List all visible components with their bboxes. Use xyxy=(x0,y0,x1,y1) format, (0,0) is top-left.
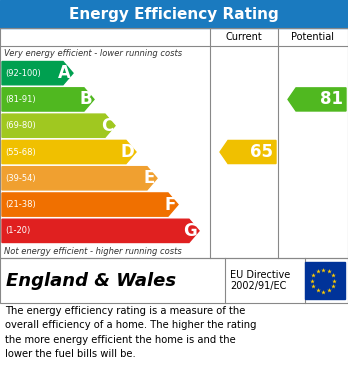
Polygon shape xyxy=(2,219,199,242)
Bar xyxy=(305,262,345,299)
Text: The energy efficiency rating is a measure of the
overall efficiency of a home. T: The energy efficiency rating is a measur… xyxy=(5,306,256,359)
Polygon shape xyxy=(220,140,276,163)
Text: (69-80): (69-80) xyxy=(5,121,36,130)
Polygon shape xyxy=(2,167,157,190)
Polygon shape xyxy=(2,193,178,216)
Text: Current: Current xyxy=(226,32,262,42)
Text: Energy Efficiency Rating: Energy Efficiency Rating xyxy=(69,7,279,22)
Bar xyxy=(0,28,348,258)
Bar xyxy=(0,258,348,303)
Text: (81-91): (81-91) xyxy=(5,95,35,104)
Text: E: E xyxy=(144,169,155,187)
Text: Very energy efficient - lower running costs: Very energy efficient - lower running co… xyxy=(4,48,182,57)
Text: G: G xyxy=(183,222,197,240)
Text: A: A xyxy=(58,64,71,82)
Bar xyxy=(0,0,348,28)
Text: (39-54): (39-54) xyxy=(5,174,35,183)
Text: (21-38): (21-38) xyxy=(5,200,36,209)
Text: C: C xyxy=(101,117,113,135)
Text: EU Directive
2002/91/EC: EU Directive 2002/91/EC xyxy=(230,270,290,291)
Text: (92-100): (92-100) xyxy=(5,69,41,78)
Polygon shape xyxy=(288,88,346,111)
Text: England & Wales: England & Wales xyxy=(6,271,176,289)
Text: B: B xyxy=(79,90,92,108)
Text: (55-68): (55-68) xyxy=(5,147,36,156)
Text: 65: 65 xyxy=(250,143,273,161)
Text: (1-20): (1-20) xyxy=(5,226,30,235)
Polygon shape xyxy=(2,88,94,111)
Text: F: F xyxy=(165,196,176,213)
Polygon shape xyxy=(2,140,136,164)
Text: Potential: Potential xyxy=(292,32,334,42)
Text: D: D xyxy=(120,143,134,161)
Polygon shape xyxy=(2,61,73,85)
Polygon shape xyxy=(2,114,115,137)
Text: 81: 81 xyxy=(320,90,343,108)
Text: Not energy efficient - higher running costs: Not energy efficient - higher running co… xyxy=(4,246,182,255)
